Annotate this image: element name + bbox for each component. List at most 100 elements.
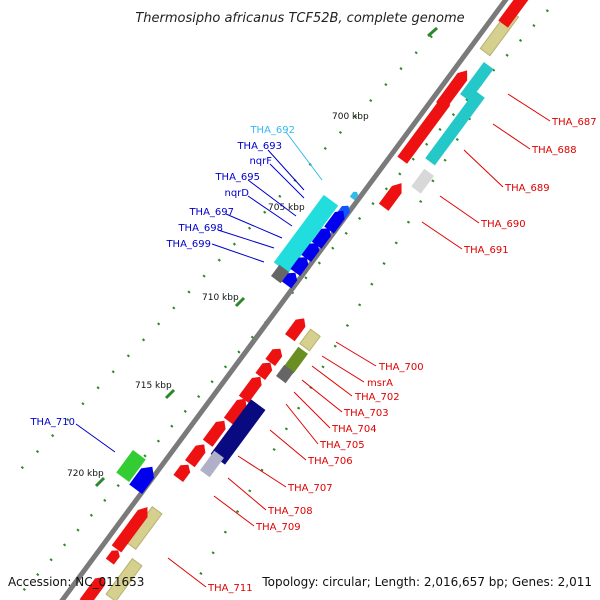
accession-text: Accession: NC_011653 [8,575,144,589]
connector-tha-710 [75,423,116,453]
gene-label: THA_691 [463,245,509,256]
gene-tha-697-arrow [290,257,309,276]
gene-tha-708-arrow [202,420,226,447]
gene-label: THA_693 [236,141,282,152]
gene-tha-702-bar [284,346,308,374]
gene-tha-704-arrow [265,348,283,366]
gene-label: THA_688 [531,145,577,156]
gene-label: THA_709 [255,522,301,533]
connector-tha-700 [335,341,377,367]
connector-tha-706 [269,429,307,461]
gene-tha-709b-arrow [173,464,191,482]
gene-labels-right: THA_687 THA_688 THA_689 THA_690 THA_691 … [207,117,597,594]
connector-tha-692 [285,131,323,181]
connector-tha-707 [237,455,287,488]
connector-nqrd [247,195,293,227]
scale-label-710: 710 kbp [202,293,239,303]
scale-tick-major [94,476,106,488]
gene-tha-685-bar [498,0,535,28]
gene-label: THA_698 [177,223,223,234]
gene-label: THA_705 [319,440,365,451]
map-title: Thermosipho africanus TCF52B, complete g… [135,11,464,26]
gene-tha-707-bar [210,399,266,465]
gene-label: nqrF [249,156,272,167]
gene-nqrf-arrow [324,210,345,234]
gene-label: THA_708 [267,506,313,517]
connector-tha-687 [507,93,551,122]
gene-tha-687-bar [460,61,494,102]
gene-tha-708-bar [200,450,224,478]
scale-label-705: 705 kbp [268,203,305,213]
gene-label: THA_699 [165,239,211,250]
gene-tha-713-bar [105,558,143,600]
connector-tha-703 [301,379,343,413]
gene-tha-712-arrow [105,550,120,565]
connector-tha-709 [213,495,255,527]
scale-label-700: 700 kbp [332,112,369,122]
connector-tha-708 [227,477,267,511]
gene-labels-left: THA_692 THA_693 nqrF THA_695 nqrD THA_69… [29,125,295,428]
connector-tha-697 [225,213,283,239]
gene-tha-692-tip [349,191,359,201]
gene-tha-710-green-bar [116,449,146,483]
connector-msra [321,355,365,383]
connector-tha-695 [247,179,297,217]
gene-tha-710-arrow [129,466,154,495]
connector-tha-693 [267,149,305,191]
genome-backbone [59,0,509,600]
gene-tha-713-arrow [79,577,105,600]
gene-msra-bar [299,328,321,352]
connector-tha-691 [421,221,463,250]
genome-summary-text: Topology: circular; Length: 2,016,657 bp… [261,575,592,589]
gene-label: THA_706 [307,456,353,467]
gene-tha-711-arrow [111,507,148,553]
gene-label: THA_695 [214,172,260,183]
connector-tha-688 [492,123,531,150]
gene-label: THA_702 [354,392,400,403]
gene-label: THA_710 [29,417,75,428]
gene-tha-688-bar [425,90,485,166]
gene-label: THA_697 [188,207,234,218]
scale-label-715: 715 kbp [135,381,172,391]
gene-tha-699-bar [271,264,289,284]
gene-tha-691-arrow [378,183,402,211]
gene-label: THA_704 [331,424,377,435]
connector-tha-690 [439,195,480,224]
gene-label: THA_707 [287,483,333,494]
gene-tha-709-arrow [185,444,206,468]
label-connectors [75,93,551,588]
connector-nqrf [269,163,305,199]
gene-tha-698-arrow [281,272,298,289]
gene-tha-703-bar [276,364,294,384]
gene-label: THA_711 [207,583,253,594]
gene-tha-700-arrow [285,318,306,342]
gene-tha-692-bar [273,194,339,274]
gene-tha-706b-arrow [223,398,247,425]
gene-label: nqrD [225,188,250,199]
gene-label: THA_703 [343,408,389,419]
connector-tha-705 [285,403,319,445]
scale-tick-major [234,296,246,308]
scale-label-720: 720 kbp [67,469,104,479]
connector-tha-704 [293,391,331,429]
connector-tha-699 [211,243,265,263]
gene-cluster-middle [173,318,321,482]
gene-cluster-upper [378,0,535,211]
scale-tick-major [164,388,176,400]
gene-cluster-nqr [271,191,359,289]
gene-cluster-lower [79,449,163,600]
gene-label: THA_692 [249,125,295,136]
gene-label: THA_690 [480,219,526,230]
connector-tha-698 [217,229,275,249]
gene-tha-690-bar [411,168,434,194]
connector-tha-711 [167,557,207,588]
connector-tha-702 [311,365,353,397]
gene-label: msrA [367,378,393,389]
gene-label: THA_700 [378,362,424,373]
gene-tha-706-arrow [238,376,262,403]
gene-label: THA_687 [551,117,597,128]
inner-tick-track [19,35,433,471]
gene-tha-705-arrow [255,362,273,380]
